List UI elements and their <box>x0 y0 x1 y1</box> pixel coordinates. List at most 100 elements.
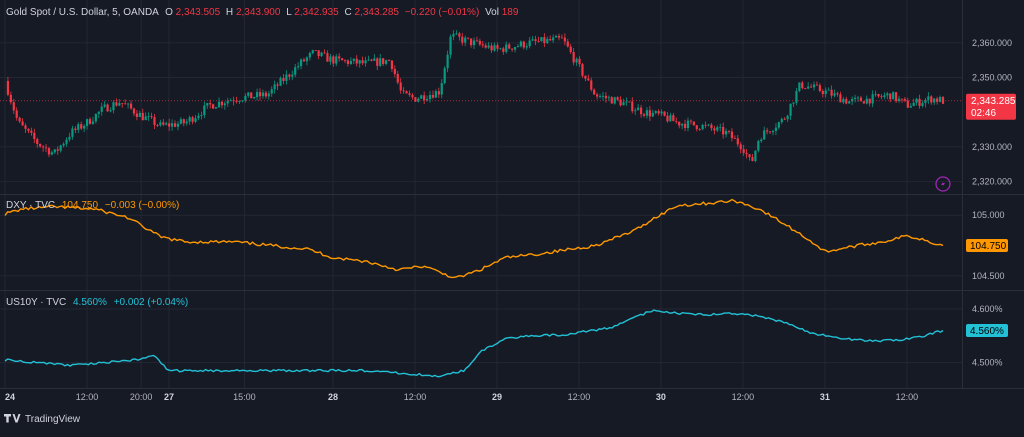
candle <box>159 119 162 127</box>
candle <box>305 56 309 66</box>
candle <box>924 98 927 108</box>
x-tick-label: 30 <box>656 392 666 402</box>
y-tick-label: 104.500 <box>972 271 1005 281</box>
candle <box>220 100 224 109</box>
candle <box>519 40 522 48</box>
candle <box>206 102 209 109</box>
candle <box>780 117 783 125</box>
gold-legend[interactable]: Gold Spot / U.S. Dollar, 5, OANDA O 2,34… <box>6 7 519 18</box>
candle <box>30 127 33 136</box>
candle <box>763 126 766 140</box>
candle <box>431 90 435 99</box>
candle <box>162 119 165 127</box>
dxy-symbol: DXY · TVC <box>6 200 55 211</box>
candle <box>631 97 634 114</box>
candle <box>141 108 144 121</box>
candle <box>634 107 637 115</box>
candle <box>396 70 399 85</box>
dxy-axis[interactable]: 105.000 104.500 <box>972 210 1005 281</box>
alert-icon[interactable] <box>935 176 951 192</box>
candle <box>848 100 851 104</box>
candle <box>12 98 15 114</box>
x-tick-label: 12:00 <box>404 392 427 402</box>
candle <box>874 90 877 97</box>
candle <box>182 118 185 127</box>
candle <box>387 59 391 62</box>
candle <box>912 98 915 107</box>
x-tick-label: 20:00 <box>130 392 153 402</box>
gold-candles[interactable] <box>6 30 945 163</box>
us10y-axis[interactable]: 4.600% 4.500% <box>972 304 1003 368</box>
candle <box>865 95 868 105</box>
candle <box>276 82 279 90</box>
us10y-last-label: 4.560% <box>970 326 1004 337</box>
candle <box>766 127 769 135</box>
candle <box>686 117 690 132</box>
candle <box>153 113 156 130</box>
candle <box>660 109 663 116</box>
candle <box>94 113 97 124</box>
candle <box>777 121 780 130</box>
tradingview-logo[interactable]: TradingView <box>3 414 81 425</box>
candle <box>399 78 402 94</box>
gold-pane[interactable] <box>0 30 962 163</box>
candle <box>678 121 681 129</box>
candle <box>267 90 270 100</box>
candle <box>62 142 65 148</box>
candle <box>531 36 534 42</box>
candle <box>103 101 106 108</box>
candle <box>508 42 511 50</box>
candle <box>443 66 446 85</box>
svg-text:DXY · TVC 104.750: DXY · TVC 104.750 −0.003 (−0.00%) <box>6 200 179 211</box>
candle <box>173 120 177 128</box>
candle <box>821 89 824 98</box>
us10y-legend[interactable]: US10Y · TVC 4.560% +0.002 (+0.04%) <box>6 297 188 308</box>
candle <box>241 100 244 103</box>
candle <box>77 122 80 134</box>
candle <box>933 97 936 106</box>
candle <box>809 83 813 88</box>
us10y-pane[interactable] <box>4 309 944 378</box>
candle <box>317 50 320 60</box>
candle <box>326 50 329 62</box>
candle <box>9 91 12 105</box>
candle <box>329 53 332 66</box>
candle <box>833 89 836 98</box>
us10y-last-badge: 4.560% <box>966 323 1008 337</box>
candle <box>868 98 871 107</box>
candle <box>414 96 417 102</box>
candle <box>247 92 250 98</box>
y-tick-label: 4.500% <box>972 358 1003 368</box>
candle <box>80 121 83 131</box>
x-tick-label: 27 <box>164 392 174 402</box>
candle <box>853 94 857 103</box>
candle <box>376 57 379 71</box>
y-tick-label: 2,330.000 <box>972 142 1012 152</box>
candle <box>642 112 646 118</box>
x-tick-label: 29 <box>492 392 502 402</box>
candle <box>423 91 426 105</box>
candle <box>109 107 112 113</box>
candle <box>74 126 77 133</box>
candle <box>645 107 649 119</box>
candle <box>622 98 625 106</box>
candle <box>584 75 587 82</box>
dxy-legend[interactable]: DXY · TVC 104.750 −0.003 (−0.00%) <box>6 200 179 211</box>
candle <box>698 128 701 131</box>
candle <box>197 112 200 121</box>
candle <box>382 58 385 67</box>
candle <box>288 73 291 81</box>
dxy-pane[interactable] <box>4 198 944 279</box>
candle <box>481 40 484 48</box>
candle <box>563 33 566 46</box>
candle <box>552 34 555 43</box>
candle <box>428 90 432 103</box>
gold-price-axis[interactable]: 2,360.000 2,350.000 2,330.000 2,320.000 <box>972 38 1012 187</box>
time-axis[interactable]: 24 12:00 20:00 27 15:00 28 12:00 29 12:00 30 12:00… <box>5 392 918 402</box>
candle <box>361 56 364 66</box>
candle <box>587 74 590 81</box>
candle <box>716 125 719 133</box>
candle <box>367 55 370 62</box>
